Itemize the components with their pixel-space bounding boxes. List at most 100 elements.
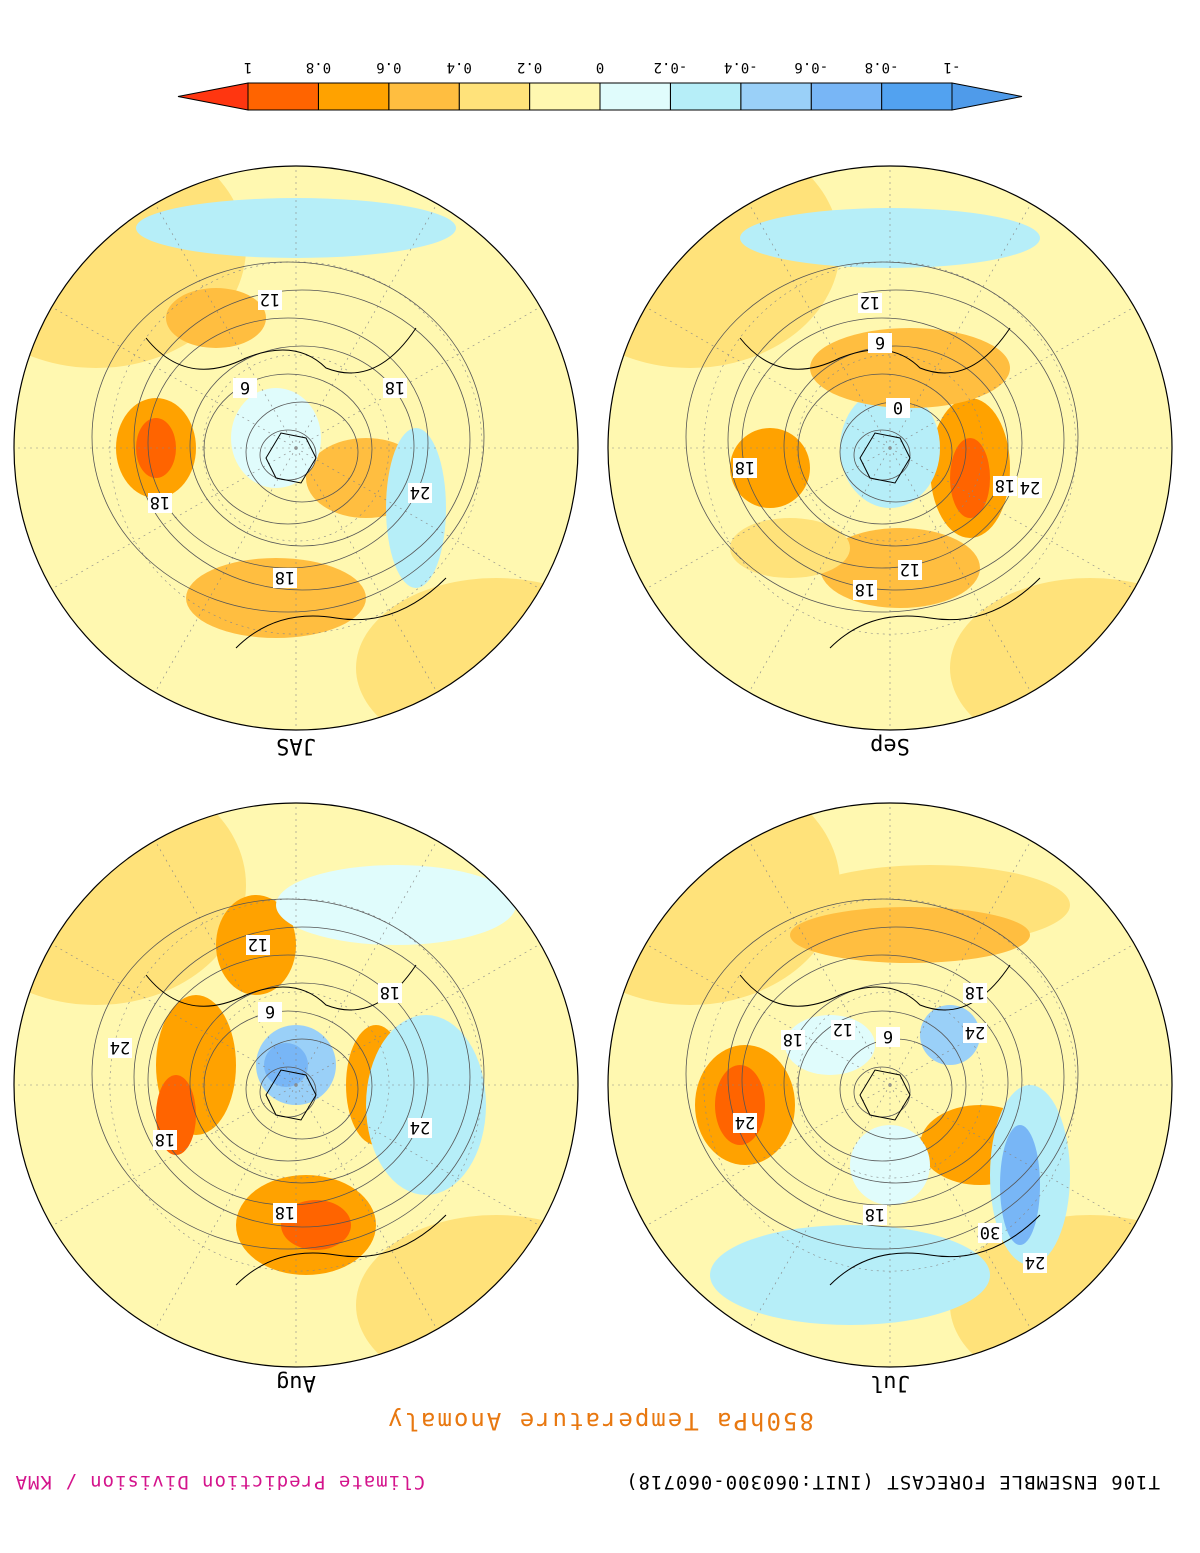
meridian	[154, 447, 297, 693]
meridian	[645, 306, 891, 449]
colorbar-segment	[740, 82, 812, 111]
anomaly-region	[730, 518, 850, 578]
contour-label-bg	[246, 935, 270, 955]
meridian	[295, 306, 541, 449]
contour-label-bg	[273, 568, 297, 588]
contour-label: 18	[783, 1029, 803, 1049]
contour-label: 24	[1020, 477, 1040, 497]
meridian	[889, 840, 1032, 1086]
colorbar-tick-label: 0.4	[447, 59, 472, 75]
contour-label-bg	[863, 1205, 887, 1225]
contour-line	[797, 1010, 967, 1162]
contour-line	[133, 926, 471, 1228]
meridian	[295, 447, 438, 693]
contour-label-bg	[963, 1023, 987, 1043]
coastline	[145, 964, 417, 1011]
meridian	[889, 447, 1135, 590]
colorbar-segment	[247, 82, 319, 111]
contour-label: 30	[980, 1222, 1000, 1242]
colorbar-segment	[881, 82, 953, 111]
meridian	[645, 447, 891, 590]
meridian	[295, 1084, 438, 1330]
anomaly-region	[810, 328, 1010, 408]
contour-label-bg	[831, 1020, 855, 1040]
contour-line	[685, 261, 1079, 613]
map-border	[13, 165, 579, 731]
meridian	[889, 306, 1135, 449]
contour-label: 6	[265, 1001, 275, 1021]
contour-label: 18	[385, 377, 405, 397]
anomaly-region	[386, 428, 446, 588]
meridian	[154, 1084, 297, 1330]
map-border	[607, 165, 1173, 731]
contour-label: 6	[883, 1026, 893, 1046]
contour-label: 18	[275, 567, 295, 587]
contour-label: 12	[260, 289, 280, 309]
anomaly-region	[281, 1200, 351, 1250]
contour-label-bg	[108, 1038, 132, 1058]
contour-line	[133, 289, 471, 591]
anomaly-region	[710, 1225, 990, 1325]
polar-map-jul: 18 24 12 6 18 24 18 30 24	[607, 802, 1173, 1368]
map-border	[607, 802, 1173, 1368]
contour-line	[91, 898, 485, 1250]
colorbar: -1 -0.8 -0.6 -0.4 -0.2 0 0.2 0.4 0.6 0.8 1	[177, 59, 1023, 111]
contour-label: 12	[860, 292, 880, 312]
contour-label: 6	[240, 377, 250, 397]
colorbar-arrow-high	[177, 82, 249, 111]
contour-label: 24	[735, 1112, 755, 1132]
map-border	[13, 802, 579, 1368]
contour-line	[727, 289, 1065, 591]
anomaly-region	[136, 198, 456, 258]
coastline	[265, 432, 317, 484]
anomaly-region	[950, 438, 990, 518]
contour-label: 18	[995, 475, 1015, 495]
contour-label: 24	[1025, 1252, 1045, 1272]
contour-label: 18	[150, 492, 170, 512]
meridian	[154, 203, 297, 449]
contour-label-bg	[858, 293, 882, 313]
contour-line	[189, 345, 415, 547]
meridian	[51, 1084, 297, 1227]
contour-label: 18	[855, 579, 875, 599]
colorbar-tick-label: 0	[596, 59, 604, 75]
colorbar-segment	[810, 82, 883, 111]
contour-label-bg	[153, 1130, 177, 1150]
contour-label: 12	[248, 934, 268, 954]
anomaly-region	[608, 803, 840, 1005]
coastline	[859, 432, 911, 484]
meridian	[51, 447, 297, 590]
colorbar-tick-label: -1	[944, 59, 961, 75]
colorbar-segment	[317, 82, 390, 111]
colorbar-segment	[388, 82, 460, 111]
contour-label: 24	[110, 1037, 130, 1057]
meridian	[51, 306, 297, 449]
contour-label-bg	[898, 560, 922, 580]
meridian	[645, 1084, 891, 1227]
meridian	[889, 1084, 1032, 1330]
anomaly-region	[276, 865, 516, 945]
colorbar-segment	[529, 82, 601, 111]
anomaly-region	[356, 1215, 578, 1367]
anomaly-region	[186, 558, 366, 638]
contour-label: 18	[865, 1204, 885, 1224]
contour-label-bg	[733, 458, 757, 478]
meridian	[295, 943, 541, 1086]
anomaly-region	[790, 907, 1030, 963]
anomaly-region	[264, 1043, 308, 1087]
contour-label-bg	[1023, 1253, 1047, 1273]
contour-label-bg	[781, 1030, 805, 1050]
coastline	[235, 577, 447, 649]
colorbar-tick-label: -0.2	[654, 59, 688, 75]
latitude-circle	[202, 354, 390, 542]
meridian	[748, 447, 891, 693]
meridian	[295, 203, 438, 449]
contour-label: 0	[893, 397, 903, 417]
colorbar-tick-label: -0.6	[794, 59, 828, 75]
coastline	[145, 327, 417, 374]
coastline	[235, 1214, 447, 1286]
coastline	[829, 577, 1041, 649]
contour-label-bg	[733, 1113, 757, 1133]
meridian	[889, 203, 1032, 449]
contour-line	[91, 261, 485, 613]
